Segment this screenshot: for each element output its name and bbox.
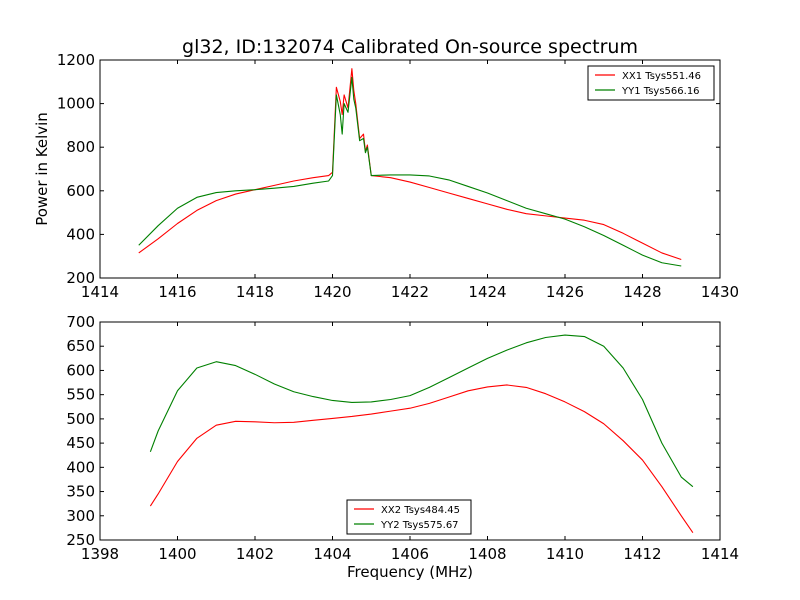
legend-label: YY1 Tsys566.16 <box>621 86 700 97</box>
y-tick-label: 650 <box>66 337 95 355</box>
x-tick-label: 1412 <box>623 545 661 563</box>
x-tick-label: 1414 <box>81 283 119 301</box>
x-axis-label: Frequency (MHz) <box>347 563 473 581</box>
x-tick-label: 1418 <box>236 283 274 301</box>
legend-box <box>346 499 472 535</box>
x-tick-label: 1416 <box>158 283 196 301</box>
y-tick-label: 300 <box>66 507 95 525</box>
x-tick-label: 1400 <box>158 545 196 563</box>
y-tick-label: 450 <box>66 434 95 452</box>
x-tick-label: 1426 <box>546 283 584 301</box>
y-tick-label: 400 <box>66 225 95 243</box>
series-line-2-1 <box>149 384 694 534</box>
chart-title: gl32, ID:132074 Calibrated On-source spe… <box>182 36 638 58</box>
x-tick-label: 1428 <box>623 283 661 301</box>
y-tick-label: 600 <box>66 182 95 200</box>
x-tick-label: 1404 <box>313 545 351 563</box>
y-tick-label: 400 <box>66 458 95 476</box>
x-tick-label: 1414 <box>701 545 739 563</box>
y-tick-label: 350 <box>66 483 95 501</box>
y-tick-label: 200 <box>66 269 95 287</box>
x-tick-label: 1430 <box>701 283 739 301</box>
x-tick-label: 1398 <box>81 545 119 563</box>
x-tick-label: 1402 <box>236 545 274 563</box>
x-tick-label: 1422 <box>391 283 429 301</box>
legend-box <box>587 65 715 101</box>
x-tick-label: 1424 <box>468 283 506 301</box>
y-tick-label: 1000 <box>57 95 95 113</box>
series-line-1-2 <box>138 76 682 267</box>
series-line-2-2 <box>149 334 694 488</box>
y-tick-label: 550 <box>66 386 95 404</box>
y-tick-label: 500 <box>66 410 95 428</box>
x-tick-label: 1420 <box>313 283 351 301</box>
y-axis-label: Power in Kelvin <box>33 112 51 226</box>
bottom-chart: 1398 1400 1402 1404 1406 1408 1410 1412 1414 250 3… <box>66 313 739 581</box>
legend: XX1 Tsys551.46 YY1 Tsys566.16 <box>587 65 715 101</box>
legend-label: YY2 Tsys575.67 <box>380 520 459 531</box>
legend-label: XX1 Tsys551.46 <box>622 71 701 82</box>
legend: XX2 Tsys484.45 YY2 Tsys575.67 <box>346 499 472 535</box>
y-tick-label: 700 <box>66 313 95 331</box>
x-tick-label: 1406 <box>391 545 429 563</box>
y-tick-label: 800 <box>66 138 95 156</box>
x-tick-label: 1408 <box>468 545 506 563</box>
y-tick-label: 250 <box>66 531 95 549</box>
legend-label: XX2 Tsys484.45 <box>381 505 460 516</box>
y-tick-label: 1200 <box>57 51 95 69</box>
y-tick-label: 600 <box>66 361 95 379</box>
top-chart: 1414 1416 1418 1420 1422 1424 1426 1428 1430 200 4… <box>33 51 739 301</box>
x-tick-label: 1410 <box>546 545 584 563</box>
